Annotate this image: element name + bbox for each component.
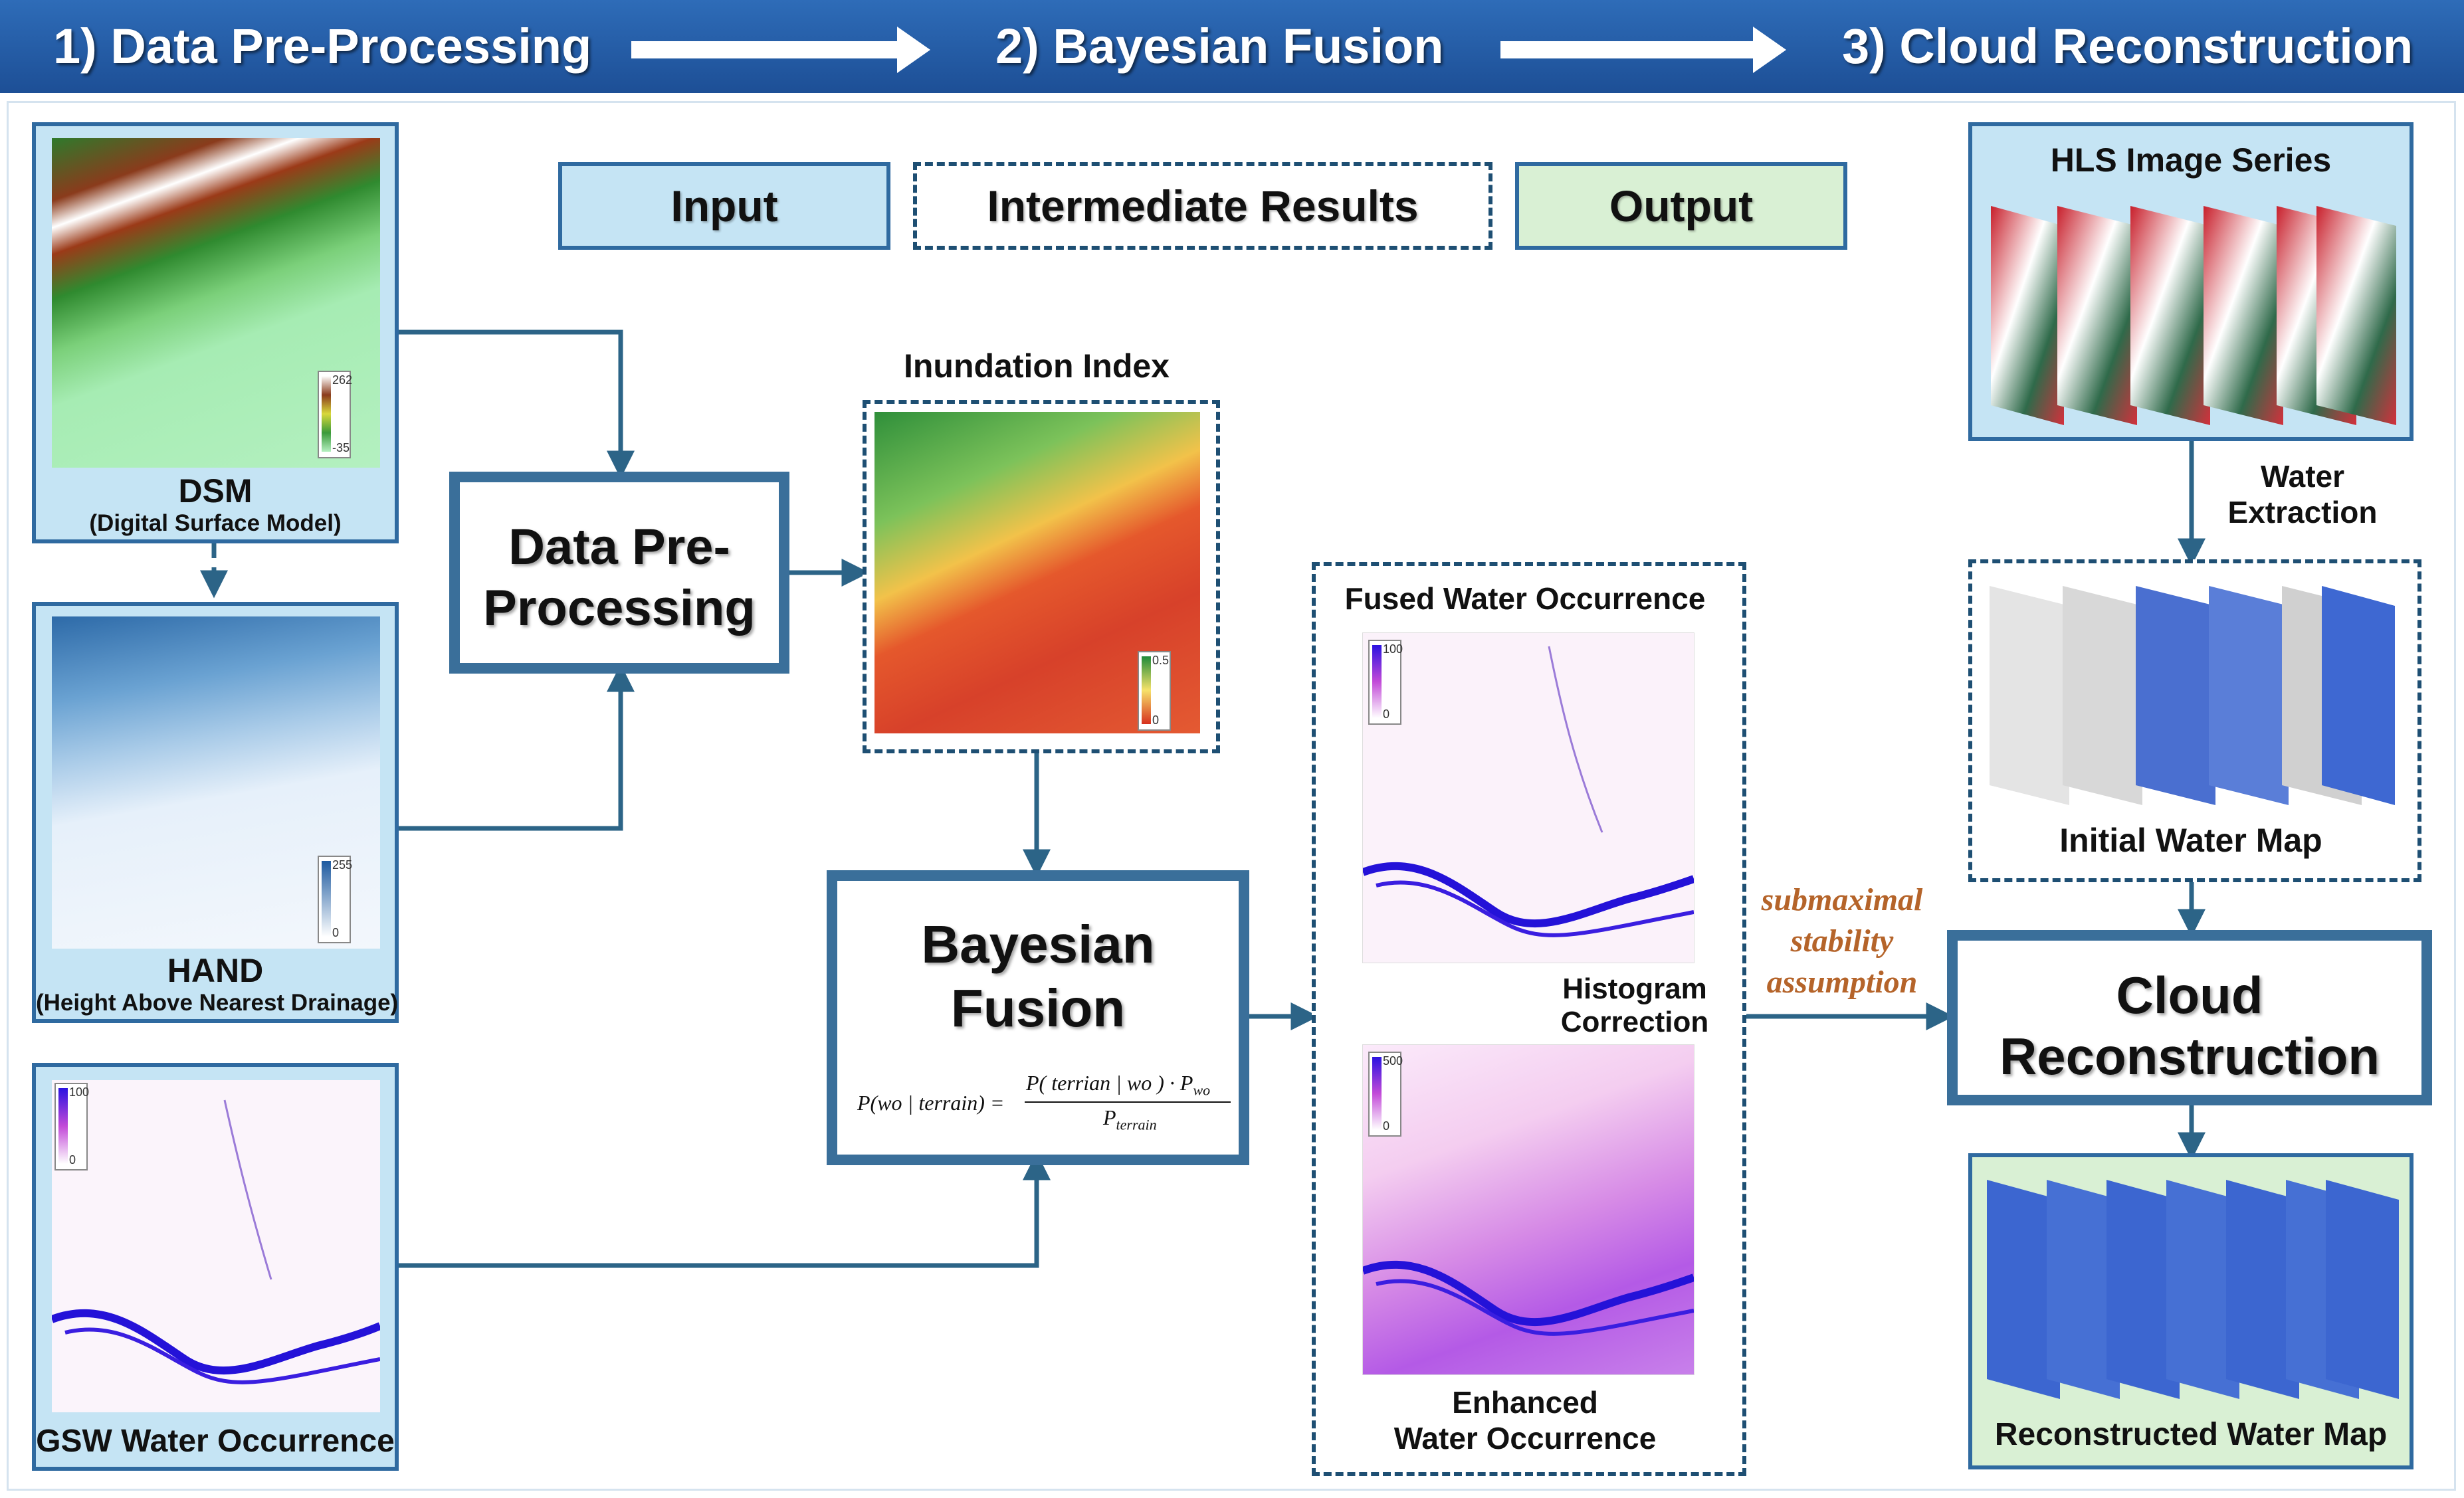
- formula-numerator-sub: wo: [1193, 1081, 1211, 1099]
- enhanced-title: Enhanced Water Occurrence: [1393, 1385, 1657, 1455]
- stage-arrow-2: [1500, 27, 1786, 73]
- hls-image-stack: [1991, 206, 2396, 425]
- inundation-title: Inundation Index: [904, 347, 1170, 385]
- reconstructed-title: Reconstructed Water Map: [1994, 1417, 2388, 1452]
- formula-lhs: P(wo | terrain) =: [857, 1091, 1005, 1115]
- dsm-panel: 262 -35 DSM (Digital Surface Model): [32, 122, 399, 543]
- hand-cbar-min: 0: [332, 926, 340, 939]
- bayes-formula: P(wo | terrain) = P( terrian | wo ) · Pw…: [857, 1071, 1231, 1137]
- stage-arrow-1: [631, 27, 930, 73]
- formula-denominator-text: P: [1103, 1105, 1116, 1129]
- enhanced-colorbar: 500 0: [1368, 1052, 1403, 1137]
- water-occurrence-panel: Fused Water Occurrence 100 0 Histogram C…: [1312, 562, 1746, 1476]
- legend-intermediate: Intermediate Results: [913, 162, 1492, 250]
- stage-1-title: 1) Data Pre-Processing: [53, 19, 592, 74]
- initial-water-map-stack: [1990, 586, 2395, 805]
- diagram-frame: [7, 101, 2456, 1491]
- dsm-colorbar: 262 -35: [318, 371, 353, 458]
- stage-2-title: 2) Bayesian Fusion: [995, 19, 1444, 74]
- gsw-panel: 100 0 GSW Water Occurrence: [32, 1063, 399, 1471]
- dsm-cbar-max: 262: [332, 373, 353, 387]
- assumption-note: submaximal stability assumption: [1761, 882, 1923, 1000]
- formula-numerator-text: P( terrian | wo ) · P: [1026, 1071, 1193, 1095]
- initial-water-map-panel: Initial Water Map: [1968, 559, 2421, 882]
- data-preprocessing-box: Data Pre- Processing: [449, 472, 789, 674]
- gsw-cbar-min: 0: [69, 1153, 76, 1167]
- fused-title: Fused Water Occurrence: [1344, 581, 1706, 616]
- bayesian-fusion-title: Bayesian Fusion: [921, 915, 1155, 1038]
- formula-denominator-sub: terrain: [1116, 1116, 1157, 1133]
- dsm-subtitle: (Digital Surface Model): [89, 510, 342, 536]
- inundation-map: 0.5 0: [874, 412, 1200, 733]
- hand-colorbar: 255 0: [318, 856, 353, 943]
- legend-input: Input: [558, 162, 890, 250]
- legend-output: Output: [1515, 162, 1847, 250]
- reconstructed-water-map-stack: [1987, 1180, 2399, 1399]
- dsm-cbar-min: -35: [332, 441, 350, 454]
- hls-title: HLS Image Series: [2050, 141, 2332, 179]
- hls-panel: HLS Image Series: [1968, 122, 2413, 441]
- inundation-cbar-min: 0: [1152, 713, 1160, 727]
- hand-map: 255 0: [52, 616, 380, 949]
- gsw-map: 100 0: [52, 1080, 380, 1412]
- inundation-colorbar: 0.5 0: [1138, 651, 1171, 731]
- fused-map: 100 0: [1362, 632, 1694, 963]
- enhanced-cbar-min: 0: [1383, 1119, 1390, 1133]
- hand-subtitle: (Height Above Nearest Drainage): [36, 990, 399, 1016]
- fused-cbar-max: 100: [1383, 642, 1403, 656]
- inundation-cbar-max: 0.5: [1152, 654, 1170, 667]
- hand-title: HAND: [167, 952, 264, 989]
- stage-3-title: 3) Cloud Reconstruction: [1842, 19, 2413, 74]
- formula-numerator: P( terrian | wo ) · Pwo: [1026, 1071, 1210, 1099]
- fused-colorbar: 100 0: [1368, 640, 1403, 725]
- enhanced-cbar-max: 500: [1383, 1054, 1403, 1068]
- inundation-panel: 0.5 0: [863, 400, 1220, 753]
- initial-water-map-title: Initial Water Map: [2059, 822, 2322, 859]
- bayesian-fusion-box: Bayesian Fusion P(wo | terrain) = P( ter…: [827, 870, 1249, 1165]
- water-extraction-label: Water Extraction: [2227, 459, 2378, 529]
- formula-denominator: Pterrain: [1103, 1105, 1157, 1133]
- gsw-title: GSW Water Occurrence: [36, 1424, 395, 1459]
- fused-cbar-min: 0: [1383, 707, 1390, 721]
- dsm-title: DSM: [178, 472, 253, 510]
- cloud-reconstruction-box: Cloud Reconstruction: [1947, 930, 2432, 1105]
- gsw-cbar-max: 100: [69, 1085, 90, 1099]
- stage-banner: [0, 0, 2464, 93]
- dsm-map: 262 -35: [52, 138, 380, 468]
- gsw-colorbar: 100 0: [54, 1083, 90, 1170]
- enhanced-map: 500 0: [1362, 1044, 1694, 1375]
- formula-fraction-bar: [1025, 1101, 1231, 1103]
- histogram-correction-label: Histogram Correction: [1560, 973, 1709, 1038]
- hand-cbar-max: 255: [332, 858, 353, 872]
- reconstructed-panel: Reconstructed Water Map: [1968, 1153, 2413, 1469]
- hand-panel: 255 0 HAND (Height Above Nearest Drainag…: [32, 602, 399, 1023]
